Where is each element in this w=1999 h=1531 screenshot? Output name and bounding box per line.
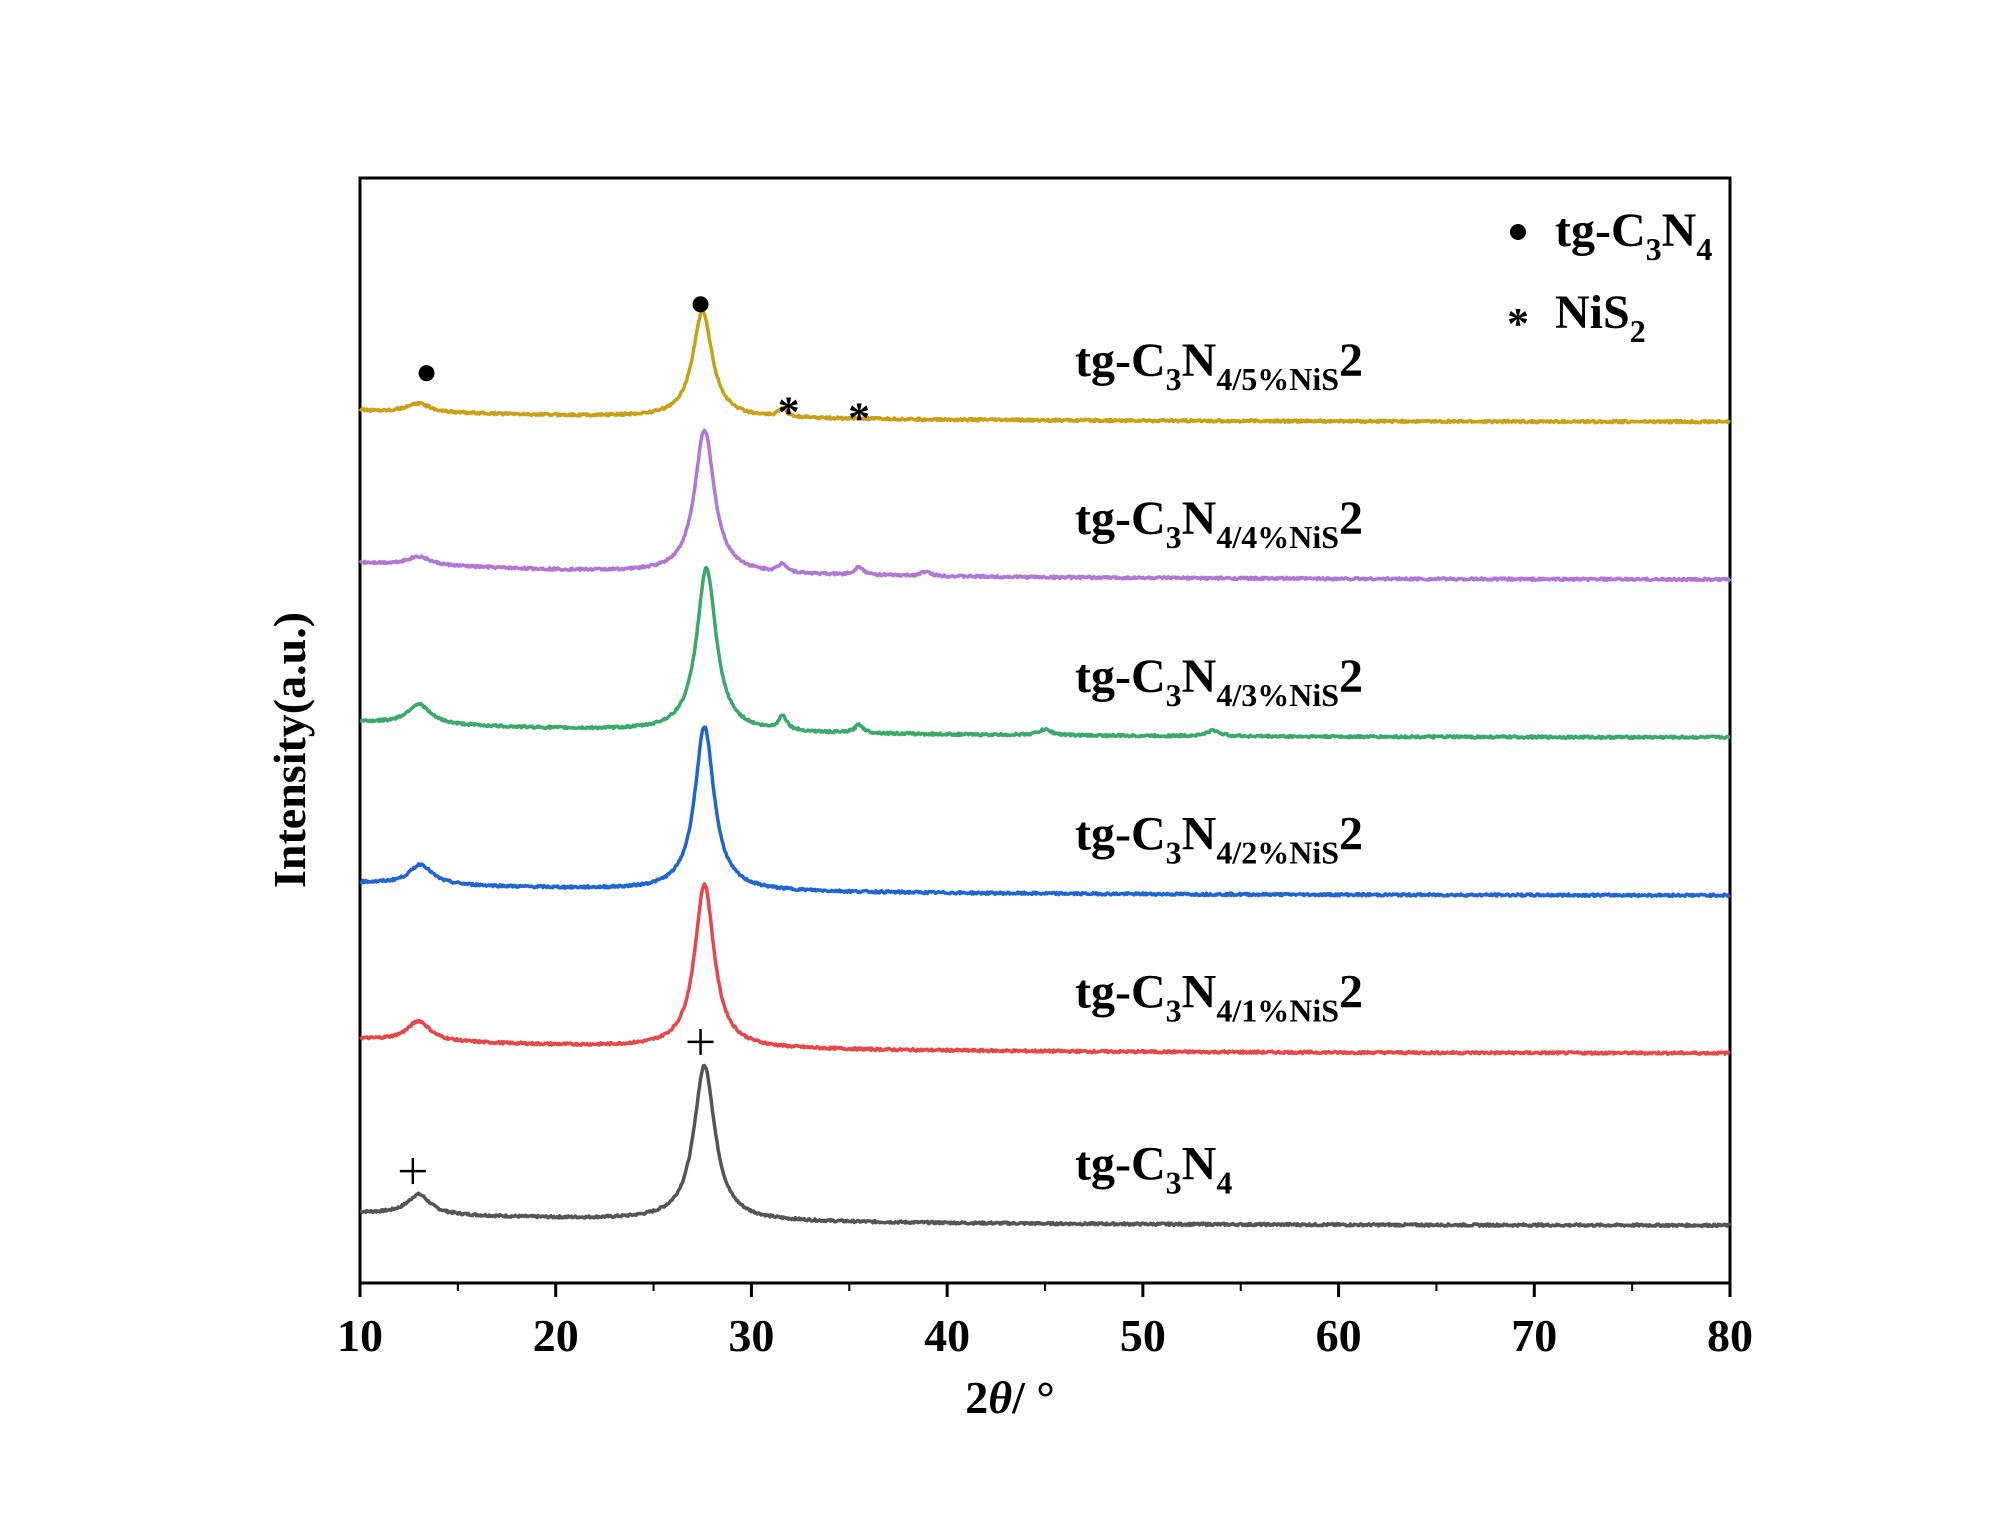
plus-marker-0-1 xyxy=(687,1028,714,1055)
tg-c3n4-marker-5-0 xyxy=(418,365,435,382)
legend-entry-2: NiS2 xyxy=(1555,286,1646,349)
x-tick-label-30: 30 xyxy=(728,1310,774,1361)
nis2-marker-5-2: * xyxy=(778,388,800,437)
series-label-2: tg-C3N4/1%NiS2 xyxy=(1075,965,1363,1028)
series-line-3 xyxy=(359,725,1732,899)
peak-markers: * * xyxy=(399,296,870,1185)
series-label-6: tg-C3N4/5%NiS2 xyxy=(1075,334,1363,397)
series-line-1 xyxy=(359,1063,1732,1229)
series-group xyxy=(358,309,1732,1229)
series-labels: tg-C3N4 tg-C3N4/1%NiS2 tg-C3N4/2%NiS2 tg-C3… xyxy=(1075,334,1363,1201)
series-label-1: tg-C3N4 xyxy=(1075,1138,1232,1201)
series-line-4 xyxy=(359,565,1731,741)
legend: tg-C3N4 * NiS2 xyxy=(1507,204,1712,349)
legend-entry-1: tg-C3N4 xyxy=(1555,204,1712,267)
x-axis-title-theta: θ xyxy=(988,1372,1012,1423)
legend-star-symbol: * xyxy=(1507,299,1529,348)
legend-dot-symbol xyxy=(1510,224,1526,240)
series-label-4: tg-C3N4/3%NiS2 xyxy=(1075,650,1363,713)
x-tick-label-60: 60 xyxy=(1316,1310,1362,1361)
x-tick-label-40: 40 xyxy=(924,1310,970,1361)
plus-marker-0-0 xyxy=(399,1158,426,1185)
x-tick-label-10: 10 xyxy=(337,1310,383,1361)
tg-c3n4-marker-5-1 xyxy=(692,296,709,313)
x-tick-label-80: 80 xyxy=(1707,1310,1753,1361)
x-tick-label-50: 50 xyxy=(1120,1310,1166,1361)
series-label-5: tg-C3N4/4%NiS2 xyxy=(1075,492,1363,555)
x-axis: 10 20 30 40 50 60 70 80 xyxy=(337,1283,1753,1361)
series-label-3: tg-C3N4/2%NiS2 xyxy=(1075,808,1363,871)
nis2-marker-5-3: * xyxy=(848,393,870,442)
x-tick-label-20: 20 xyxy=(533,1310,579,1361)
series-line-6 xyxy=(358,309,1731,425)
x-axis-title-suffix: / ° xyxy=(1011,1372,1055,1423)
series-line-5 xyxy=(358,428,1732,583)
x-axis-title: 2θ/ ° xyxy=(965,1372,1055,1423)
x-tick-label-70: 70 xyxy=(1511,1310,1557,1361)
x-axis-title-prefix: 2 xyxy=(965,1372,988,1423)
series-line-2 xyxy=(359,882,1731,1056)
y-axis-title: Intensity(a.u.) xyxy=(264,612,315,888)
